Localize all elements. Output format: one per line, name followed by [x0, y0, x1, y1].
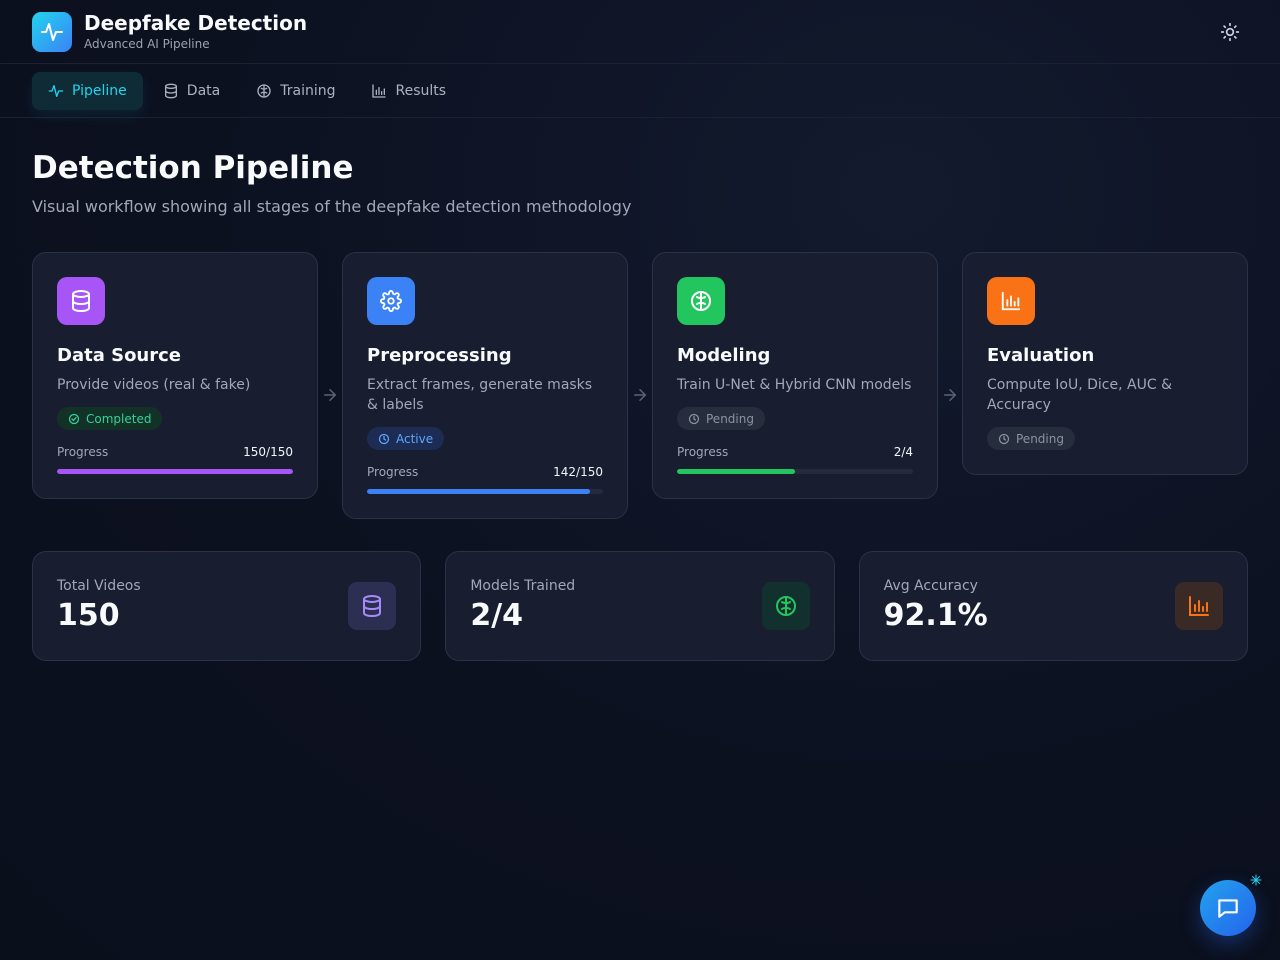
- tab-pipeline[interactable]: Pipeline: [32, 71, 143, 110]
- brain-icon: [761, 582, 810, 630]
- tab-label: Training: [280, 82, 336, 99]
- tab-label: Pipeline: [72, 82, 127, 99]
- progress-fill: [57, 469, 293, 474]
- stage-title: Data Source: [57, 345, 182, 366]
- status-badge: Completed: [57, 407, 163, 430]
- bar-chart-icon: [1174, 582, 1223, 630]
- database-icon: [348, 582, 397, 630]
- arrow-right-icon: [318, 252, 342, 404]
- app-subtitle: Advanced AI Pipeline: [84, 36, 210, 51]
- sun-icon: [1220, 22, 1240, 42]
- status-badge: Active: [367, 427, 445, 450]
- brain-icon: [677, 277, 725, 325]
- brain-icon: [257, 83, 271, 98]
- clock-icon: [378, 433, 390, 444]
- stage-description: Train U-Net & Hybrid CNN models: [677, 377, 912, 393]
- arrow-right-icon: [938, 252, 962, 404]
- page-subtitle: Visual workflow showing all stages of th…: [32, 197, 632, 216]
- progress-label: Progress: [57, 445, 109, 459]
- tab-training[interactable]: Training: [240, 72, 351, 110]
- stage-card-preprocessing[interactable]: Preprocessing Extract frames, generate m…: [342, 252, 628, 519]
- bar-chart-icon: [987, 277, 1035, 325]
- stage-description: Extract frames, generate masks & labels: [367, 377, 593, 413]
- theme-toggle-button[interactable]: [1218, 20, 1242, 44]
- page-title: Detection Pipeline: [32, 150, 354, 186]
- chat-icon: [1218, 899, 1238, 918]
- arrow-right-icon: [628, 252, 652, 404]
- stat-card-total-videos: Total Videos 150: [32, 551, 422, 661]
- stat-label: Models Trained: [470, 578, 576, 594]
- stat-label: Avg Accuracy: [883, 578, 978, 594]
- tab-label: Results: [395, 82, 447, 99]
- progress-track: [367, 489, 603, 494]
- bar-chart-icon: [372, 83, 387, 98]
- progress-label: Progress: [367, 465, 419, 479]
- clock-icon: [998, 433, 1010, 444]
- tab-results[interactable]: Results: [355, 72, 462, 110]
- activity-icon: [48, 84, 64, 97]
- chat-button[interactable]: [1200, 880, 1256, 936]
- status-badge-label: Pending: [1016, 431, 1064, 446]
- stat-label: Total Videos: [57, 578, 141, 594]
- stat-value: 150: [57, 598, 120, 633]
- app-title: Deepfake Detection: [84, 10, 308, 35]
- database-icon: [57, 277, 105, 325]
- pipeline-stages: Data Source Provide videos (real & fake)…: [32, 252, 1248, 519]
- stage-card-modeling[interactable]: Modeling Train U-Net & Hybrid CNN models…: [652, 252, 938, 499]
- main-nav: Pipeline Data Training Results: [0, 64, 1280, 118]
- main-content: Detection Pipeline Visual workflow showi…: [0, 118, 1280, 661]
- progress-value: 142/150: [553, 465, 603, 479]
- stat-card-avg-accuracy: Avg Accuracy 92.1%: [858, 551, 1248, 661]
- clock-icon: [688, 413, 700, 424]
- stage-title: Evaluation: [987, 345, 1095, 366]
- status-badge: Pending: [677, 407, 765, 430]
- stat-value: 2/4: [470, 598, 524, 633]
- tab-label: Data: [186, 82, 221, 99]
- progress-track: [57, 469, 293, 474]
- stat-card-models-trained: Models Trained 2/4: [445, 551, 835, 661]
- progress-label: Progress: [677, 445, 729, 459]
- stage-title: Preprocessing: [367, 345, 512, 366]
- progress-track: [677, 469, 913, 474]
- stage-title: Modeling: [677, 345, 771, 366]
- status-badge: Pending: [987, 427, 1075, 450]
- gear-icon: [367, 277, 415, 325]
- status-badge-label: Completed: [86, 411, 152, 426]
- status-badge-label: Active: [396, 431, 434, 446]
- stage-description: Compute IoU, Dice, AUC & Accuracy: [987, 377, 1172, 413]
- app-header: Deepfake Detection Advanced AI Pipeline: [0, 0, 1280, 64]
- tab-data[interactable]: Data: [147, 72, 236, 110]
- progress-value: 2/4: [893, 445, 913, 459]
- progress-fill: [367, 489, 591, 494]
- stat-value: 92.1%: [883, 598, 988, 633]
- stage-card-data-source[interactable]: Data Source Provide videos (real & fake)…: [32, 252, 318, 499]
- progress-fill: [677, 469, 795, 474]
- stage-card-evaluation[interactable]: Evaluation Compute IoU, Dice, AUC & Accu…: [962, 252, 1248, 475]
- sparkle-icon: [1250, 874, 1262, 886]
- progress-value: 150/150: [243, 445, 293, 459]
- status-badge-label: Pending: [706, 411, 754, 426]
- activity-icon: [32, 11, 72, 52]
- stage-description: Provide videos (real & fake): [57, 377, 251, 393]
- check-circle-icon: [68, 413, 80, 424]
- summary-stats: Total Videos 150 Models Trained 2/4 Avg …: [32, 551, 1248, 661]
- database-icon: [164, 83, 177, 98]
